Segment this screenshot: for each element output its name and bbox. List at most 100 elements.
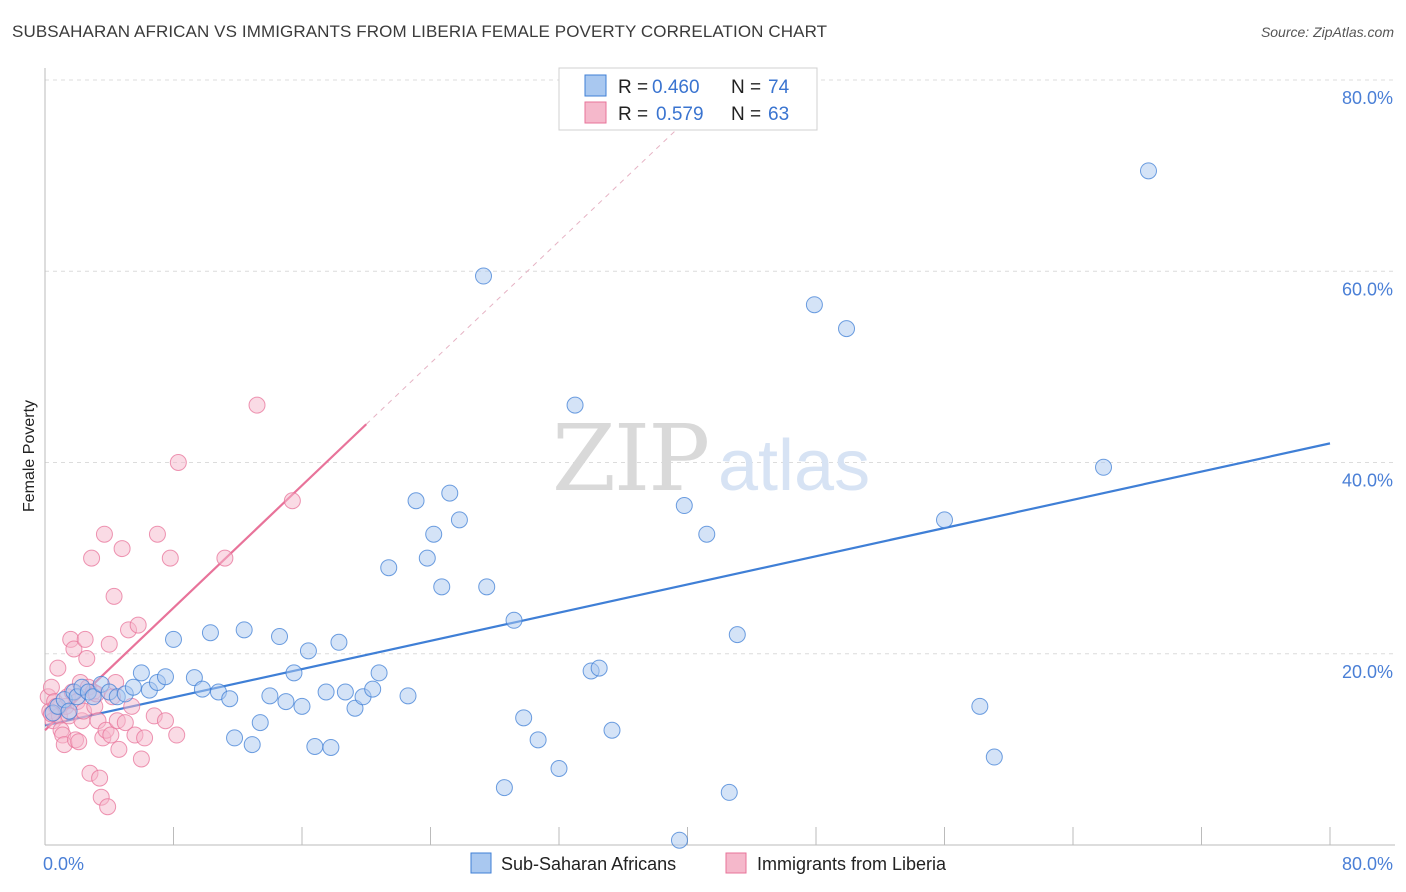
point-liberia bbox=[248, 396, 266, 414]
point-liberia bbox=[99, 798, 117, 816]
point-subsaharan bbox=[441, 484, 459, 502]
point-subsaharan bbox=[261, 687, 279, 705]
point-subsaharan bbox=[243, 736, 261, 754]
point-liberia bbox=[78, 650, 96, 668]
point-subsaharan bbox=[495, 779, 513, 797]
point-subsaharan bbox=[985, 748, 1003, 766]
point-subsaharan bbox=[675, 497, 693, 515]
correlation-legend: R = 0.460 N = 74 R = 0.579 N = 63 bbox=[558, 67, 818, 131]
point-subsaharan bbox=[971, 697, 989, 715]
trend-line-subsaharan bbox=[44, 442, 1331, 727]
point-liberia bbox=[65, 640, 83, 658]
legend-r-value-2: 0.579 bbox=[656, 104, 704, 125]
point-subsaharan bbox=[407, 492, 425, 510]
point-subsaharan bbox=[805, 296, 823, 314]
series-legend-swatch-blue bbox=[470, 852, 492, 874]
point-subsaharan bbox=[221, 690, 239, 708]
point-subsaharan bbox=[306, 738, 324, 756]
point-subsaharan bbox=[728, 626, 746, 644]
point-subsaharan bbox=[603, 721, 621, 739]
point-subsaharan bbox=[330, 633, 348, 651]
legend-swatch-blue bbox=[584, 74, 607, 97]
y-tick-label: 20.0% bbox=[1342, 662, 1393, 682]
point-liberia bbox=[70, 733, 88, 751]
legend-r-label-2: R = bbox=[618, 104, 648, 125]
point-subsaharan bbox=[293, 697, 311, 715]
point-subsaharan bbox=[698, 525, 716, 543]
x-tick-label-min: 0.0% bbox=[43, 854, 84, 874]
legend-swatch-pink bbox=[584, 101, 607, 124]
point-subsaharan bbox=[299, 642, 317, 660]
trend-extension-liberia bbox=[365, 103, 704, 425]
legend-r-value-1: 0.460 bbox=[652, 77, 700, 98]
scatter-points bbox=[39, 162, 1157, 849]
legend-r-label-1: R = bbox=[618, 77, 648, 98]
point-liberia bbox=[105, 587, 123, 605]
source-note: Source: ZipAtlas.com bbox=[1260, 24, 1394, 40]
point-subsaharan bbox=[936, 511, 953, 529]
point-subsaharan bbox=[201, 624, 219, 642]
point-subsaharan bbox=[193, 680, 211, 698]
point-liberia bbox=[161, 549, 179, 567]
point-subsaharan bbox=[505, 611, 523, 629]
point-liberia bbox=[49, 659, 67, 677]
series-legend-swatch-pink bbox=[725, 852, 747, 874]
point-subsaharan bbox=[1095, 458, 1113, 476]
point-subsaharan bbox=[132, 664, 150, 682]
point-liberia bbox=[91, 769, 109, 787]
legend-n-label-2: N = bbox=[731, 104, 761, 125]
y-tick-label: 40.0% bbox=[1342, 471, 1393, 491]
y-tick-label: 60.0% bbox=[1342, 279, 1393, 299]
point-subsaharan bbox=[418, 549, 436, 567]
x-tick-label-max: 80.0% bbox=[1342, 854, 1393, 874]
point-subsaharan bbox=[322, 738, 340, 756]
point-subsaharan bbox=[271, 628, 289, 646]
watermark-atlas: atlas bbox=[718, 426, 870, 506]
point-subsaharan bbox=[450, 511, 468, 529]
point-subsaharan bbox=[838, 320, 856, 338]
point-liberia bbox=[116, 714, 134, 732]
point-subsaharan bbox=[156, 668, 174, 686]
point-liberia bbox=[110, 740, 128, 758]
point-subsaharan bbox=[124, 678, 142, 696]
point-subsaharan bbox=[165, 630, 182, 648]
point-subsaharan bbox=[515, 709, 533, 727]
point-liberia bbox=[169, 454, 187, 471]
point-subsaharan bbox=[529, 731, 547, 749]
point-liberia bbox=[136, 729, 154, 747]
point-subsaharan bbox=[364, 680, 382, 698]
point-subsaharan bbox=[550, 760, 568, 777]
legend-n-value-2: 63 bbox=[768, 104, 789, 125]
point-liberia bbox=[129, 616, 147, 634]
point-liberia bbox=[148, 525, 166, 543]
point-subsaharan bbox=[478, 578, 496, 596]
y-axis-label: Female Poverty bbox=[21, 400, 38, 512]
y-tick-label: 80.0% bbox=[1342, 88, 1393, 108]
point-subsaharan bbox=[399, 687, 417, 705]
point-subsaharan bbox=[60, 702, 78, 720]
point-subsaharan bbox=[251, 714, 269, 732]
point-subsaharan bbox=[590, 659, 608, 677]
point-subsaharan bbox=[720, 783, 738, 801]
point-liberia bbox=[113, 540, 131, 558]
legend-n-value-1: 74 bbox=[768, 77, 790, 98]
point-subsaharan bbox=[370, 664, 388, 682]
point-subsaharan bbox=[475, 267, 493, 285]
point-subsaharan bbox=[226, 729, 244, 747]
point-subsaharan bbox=[84, 688, 102, 706]
point-liberia bbox=[156, 712, 174, 730]
point-liberia bbox=[216, 549, 234, 567]
legend-n-label-1: N = bbox=[731, 77, 761, 98]
point-liberia bbox=[283, 492, 301, 510]
series-legend: Sub-Saharan Africans Immigrants from Lib… bbox=[470, 852, 947, 874]
point-subsaharan bbox=[1139, 162, 1157, 180]
point-subsaharan bbox=[235, 621, 253, 639]
point-subsaharan bbox=[277, 693, 295, 711]
watermark-zip: ZIP bbox=[552, 405, 708, 512]
point-subsaharan bbox=[670, 831, 688, 849]
point-subsaharan bbox=[317, 683, 335, 701]
point-subsaharan bbox=[425, 525, 443, 543]
point-subsaharan bbox=[285, 664, 303, 682]
point-liberia bbox=[100, 635, 118, 653]
